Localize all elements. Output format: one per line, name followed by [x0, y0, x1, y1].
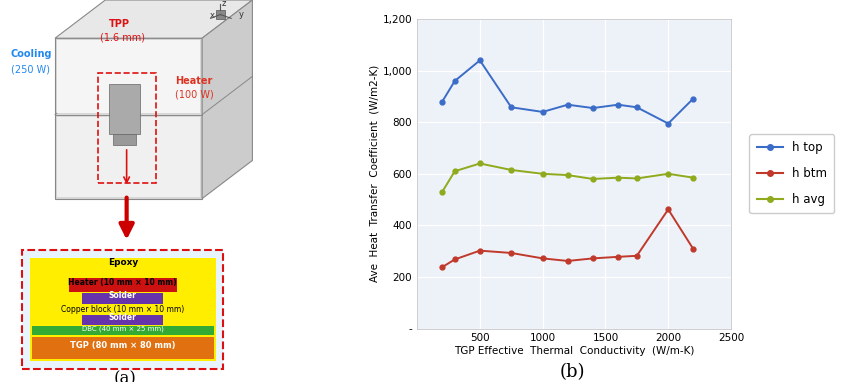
Text: (1.6 mm): (1.6 mm) — [100, 32, 144, 42]
FancyBboxPatch shape — [30, 258, 216, 361]
h avg — [506, 168, 516, 172]
h btm — [506, 251, 516, 255]
h top — [506, 105, 516, 110]
Text: y: y — [238, 10, 243, 19]
h top — [613, 102, 624, 107]
Text: Heater: Heater — [175, 76, 212, 86]
Polygon shape — [202, 0, 253, 199]
h btm — [587, 256, 598, 261]
h avg — [562, 173, 573, 177]
h top — [538, 110, 548, 114]
h avg — [663, 172, 673, 176]
h avg — [688, 175, 698, 180]
Polygon shape — [114, 134, 136, 145]
h top — [437, 99, 447, 104]
h top — [562, 102, 573, 107]
Text: (b): (b) — [559, 363, 585, 382]
Text: (250 W): (250 W) — [10, 65, 50, 74]
Text: z: z — [221, 0, 225, 8]
h btm — [437, 265, 447, 269]
Polygon shape — [55, 0, 253, 38]
Polygon shape — [109, 84, 140, 134]
Text: DBC (40 mm × 25 mm): DBC (40 mm × 25 mm) — [82, 326, 163, 332]
h btm — [663, 207, 673, 212]
X-axis label: TGP Effective  Thermal  Conductivity  (W/m-K): TGP Effective Thermal Conductivity (W/m-… — [454, 346, 694, 356]
h top — [450, 79, 460, 83]
h avg — [437, 189, 447, 194]
h btm — [562, 259, 573, 263]
h btm — [475, 248, 485, 253]
h avg — [631, 176, 642, 181]
Y-axis label: Ave  Heat  Transfer  Coefficient  (W/m2-K): Ave Heat Transfer Coefficient (W/m2-K) — [370, 65, 380, 282]
h top — [688, 96, 698, 101]
FancyArrowPatch shape — [120, 197, 132, 235]
h btm — [613, 254, 624, 259]
h btm — [450, 257, 460, 262]
h avg — [450, 169, 460, 173]
Text: TGP (80 mm × 80 mm): TGP (80 mm × 80 mm) — [70, 341, 175, 350]
Text: Solder: Solder — [109, 291, 137, 300]
h btm — [538, 256, 548, 261]
FancyBboxPatch shape — [69, 278, 177, 292]
Text: Cooling: Cooling — [10, 49, 52, 59]
h avg — [587, 176, 598, 181]
Text: Solder: Solder — [109, 313, 137, 322]
Line: h avg: h avg — [439, 161, 696, 194]
h avg — [475, 161, 485, 166]
Polygon shape — [55, 38, 202, 199]
h top — [587, 106, 598, 110]
FancyBboxPatch shape — [82, 315, 163, 325]
FancyBboxPatch shape — [82, 293, 163, 304]
FancyBboxPatch shape — [32, 326, 213, 335]
h btm — [688, 247, 698, 251]
h avg — [613, 175, 624, 180]
h btm — [631, 254, 642, 258]
Text: (a): (a) — [114, 371, 136, 382]
Line: h top: h top — [439, 58, 696, 126]
h top — [475, 58, 485, 63]
Text: Heater (10 mm × 10 mm): Heater (10 mm × 10 mm) — [69, 278, 177, 287]
Text: Copper block (10 mm × 10 mm): Copper block (10 mm × 10 mm) — [61, 306, 184, 314]
h top — [631, 105, 642, 110]
FancyBboxPatch shape — [216, 10, 225, 19]
Line: h btm: h btm — [439, 207, 696, 270]
h avg — [538, 172, 548, 176]
h top — [663, 121, 673, 126]
Text: Epoxy: Epoxy — [108, 259, 138, 267]
Text: TPP: TPP — [109, 19, 130, 29]
Polygon shape — [57, 117, 200, 197]
Legend: h top, h btm, h avg: h top, h btm, h avg — [749, 134, 834, 214]
Text: x: x — [209, 11, 214, 20]
FancyBboxPatch shape — [22, 250, 224, 369]
Polygon shape — [57, 40, 200, 113]
FancyBboxPatch shape — [32, 337, 213, 359]
Text: (100 W): (100 W) — [175, 89, 214, 99]
